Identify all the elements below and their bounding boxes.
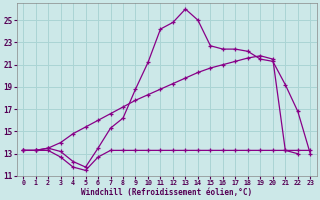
X-axis label: Windchill (Refroidissement éolien,°C): Windchill (Refroidissement éolien,°C) <box>81 188 252 197</box>
